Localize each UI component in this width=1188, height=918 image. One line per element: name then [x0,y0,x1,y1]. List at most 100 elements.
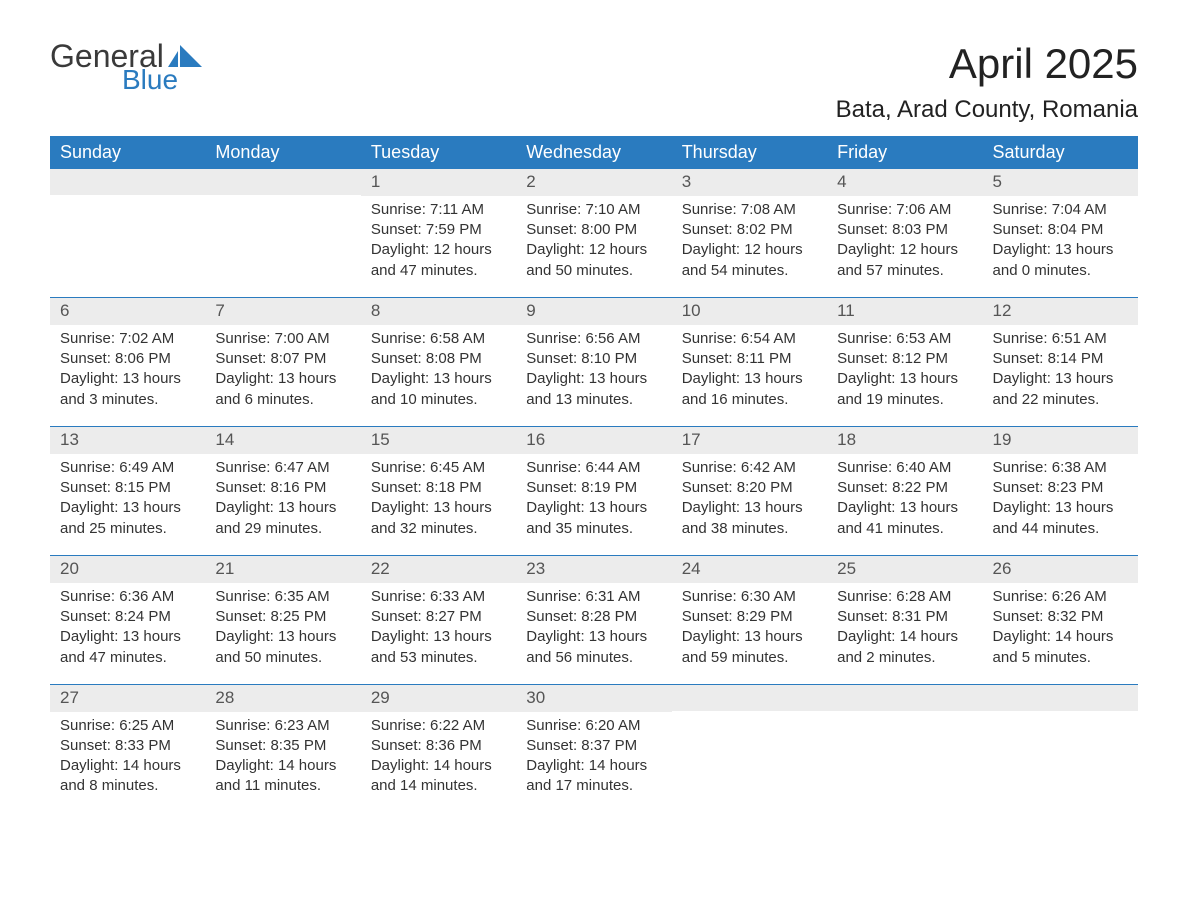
daylight-line: Daylight: 13 hours [682,498,817,518]
day-number: 26 [983,556,1138,583]
daylight-line: and 14 minutes. [371,776,506,796]
day-body: Sunrise: 6:20 AMSunset: 8:37 PMDaylight:… [516,712,671,813]
sunrise-line: Sunrise: 6:53 AM [837,329,972,349]
day-number: 22 [361,556,516,583]
calendar-day-cell: 19Sunrise: 6:38 AMSunset: 8:23 PMDayligh… [983,427,1138,555]
day-number: 12 [983,298,1138,325]
day-number: 25 [827,556,982,583]
daylight-line: and 54 minutes. [682,261,817,281]
calendar-day-cell: 26Sunrise: 6:26 AMSunset: 8:32 PMDayligh… [983,556,1138,684]
daylight-line: and 19 minutes. [837,390,972,410]
day-body: Sunrise: 6:22 AMSunset: 8:36 PMDaylight:… [361,712,516,813]
daylight-line: and 22 minutes. [993,390,1128,410]
calendar-day-cell: 3Sunrise: 7:08 AMSunset: 8:02 PMDaylight… [672,169,827,297]
daylight-line: Daylight: 12 hours [526,240,661,260]
day-body: Sunrise: 6:26 AMSunset: 8:32 PMDaylight:… [983,583,1138,684]
calendar-week-row: 20Sunrise: 6:36 AMSunset: 8:24 PMDayligh… [50,555,1138,684]
calendar-day-cell: 7Sunrise: 7:00 AMSunset: 8:07 PMDaylight… [205,298,360,426]
daylight-line: and 8 minutes. [60,776,195,796]
sunrise-line: Sunrise: 6:26 AM [993,587,1128,607]
day-number: 23 [516,556,671,583]
day-number [672,685,827,711]
day-body: Sunrise: 7:04 AMSunset: 8:04 PMDaylight:… [983,196,1138,297]
day-number: 17 [672,427,827,454]
day-number: 20 [50,556,205,583]
day-body: Sunrise: 6:40 AMSunset: 8:22 PMDaylight:… [827,454,982,555]
sunset-line: Sunset: 8:27 PM [371,607,506,627]
sunset-line: Sunset: 8:29 PM [682,607,817,627]
sunrise-line: Sunrise: 6:28 AM [837,587,972,607]
daylight-line: and 44 minutes. [993,519,1128,539]
sunrise-line: Sunrise: 7:00 AM [215,329,350,349]
sunset-line: Sunset: 8:06 PM [60,349,195,369]
calendar-day-cell: 2Sunrise: 7:10 AMSunset: 8:00 PMDaylight… [516,169,671,297]
calendar-day-cell: 30Sunrise: 6:20 AMSunset: 8:37 PMDayligh… [516,685,671,813]
sunrise-line: Sunrise: 7:06 AM [837,200,972,220]
day-body: Sunrise: 6:35 AMSunset: 8:25 PMDaylight:… [205,583,360,684]
calendar-week-row: 27Sunrise: 6:25 AMSunset: 8:33 PMDayligh… [50,684,1138,813]
day-number: 6 [50,298,205,325]
day-body: Sunrise: 6:23 AMSunset: 8:35 PMDaylight:… [205,712,360,813]
daylight-line: Daylight: 13 hours [371,369,506,389]
daylight-line: and 11 minutes. [215,776,350,796]
sunset-line: Sunset: 8:20 PM [682,478,817,498]
daylight-line: and 17 minutes. [526,776,661,796]
daylight-line: and 38 minutes. [682,519,817,539]
calendar-day-cell: 20Sunrise: 6:36 AMSunset: 8:24 PMDayligh… [50,556,205,684]
day-number: 28 [205,685,360,712]
daylight-line: Daylight: 13 hours [215,627,350,647]
calendar-day-cell: 18Sunrise: 6:40 AMSunset: 8:22 PMDayligh… [827,427,982,555]
calendar-day-cell: 1Sunrise: 7:11 AMSunset: 7:59 PMDaylight… [361,169,516,297]
sunrise-line: Sunrise: 6:49 AM [60,458,195,478]
daylight-line: Daylight: 14 hours [371,756,506,776]
calendar-day-cell: 28Sunrise: 6:23 AMSunset: 8:35 PMDayligh… [205,685,360,813]
day-number [50,169,205,195]
daylight-line: Daylight: 12 hours [371,240,506,260]
weekday-header-cell: Saturday [983,136,1138,169]
day-body: Sunrise: 7:10 AMSunset: 8:00 PMDaylight:… [516,196,671,297]
daylight-line: and 29 minutes. [215,519,350,539]
daylight-line: Daylight: 13 hours [837,369,972,389]
daylight-line: and 32 minutes. [371,519,506,539]
daylight-line: Daylight: 13 hours [60,627,195,647]
sunrise-line: Sunrise: 7:08 AM [682,200,817,220]
weekday-header-cell: Friday [827,136,982,169]
day-body: Sunrise: 6:25 AMSunset: 8:33 PMDaylight:… [50,712,205,813]
day-body: Sunrise: 6:30 AMSunset: 8:29 PMDaylight:… [672,583,827,684]
daylight-line: Daylight: 13 hours [526,498,661,518]
sunrise-line: Sunrise: 6:42 AM [682,458,817,478]
daylight-line: Daylight: 14 hours [993,627,1128,647]
sunrise-line: Sunrise: 6:58 AM [371,329,506,349]
daylight-line: and 6 minutes. [215,390,350,410]
calendar-day-cell: 17 Sunrise: 6:42 AMSunset: 8:20 PMDayligh… [672,427,827,555]
sunset-line: Sunset: 8:19 PM [526,478,661,498]
page-header: General Blue April 2025 Bata, Arad Count… [50,40,1138,124]
month-title: April 2025 [836,40,1138,88]
weekday-header-cell: Thursday [672,136,827,169]
daylight-line: Daylight: 13 hours [526,369,661,389]
day-number: 19 [983,427,1138,454]
sunrise-line: Sunrise: 6:51 AM [993,329,1128,349]
day-number: 3 [672,169,827,196]
daylight-line: Daylight: 12 hours [682,240,817,260]
daylight-line: and 47 minutes. [60,648,195,668]
day-number: 18 [827,427,982,454]
daylight-line: Daylight: 13 hours [60,498,195,518]
day-number: 24 [672,556,827,583]
daylight-line: and 5 minutes. [993,648,1128,668]
sunset-line: Sunset: 8:04 PM [993,220,1128,240]
sunset-line: Sunset: 8:16 PM [215,478,350,498]
day-body: Sunrise: 6:28 AMSunset: 8:31 PMDaylight:… [827,583,982,684]
sunset-line: Sunset: 8:11 PM [682,349,817,369]
calendar-day-cell: 23Sunrise: 6:31 AMSunset: 8:28 PMDayligh… [516,556,671,684]
calendar-day-cell: 16Sunrise: 6:44 AMSunset: 8:19 PMDayligh… [516,427,671,555]
day-body: Sunrise: 7:08 AMSunset: 8:02 PMDaylight:… [672,196,827,297]
sunset-line: Sunset: 8:31 PM [837,607,972,627]
calendar-week-row: 6Sunrise: 7:02 AMSunset: 8:06 PMDaylight… [50,297,1138,426]
calendar-week-row: 1Sunrise: 7:11 AMSunset: 7:59 PMDaylight… [50,169,1138,297]
sunrise-line: Sunrise: 6:31 AM [526,587,661,607]
daylight-line: Daylight: 14 hours [60,756,195,776]
sunset-line: Sunset: 8:08 PM [371,349,506,369]
day-body: Sunrise: 6:44 AMSunset: 8:19 PMDaylight:… [516,454,671,555]
day-number: 7 [205,298,360,325]
